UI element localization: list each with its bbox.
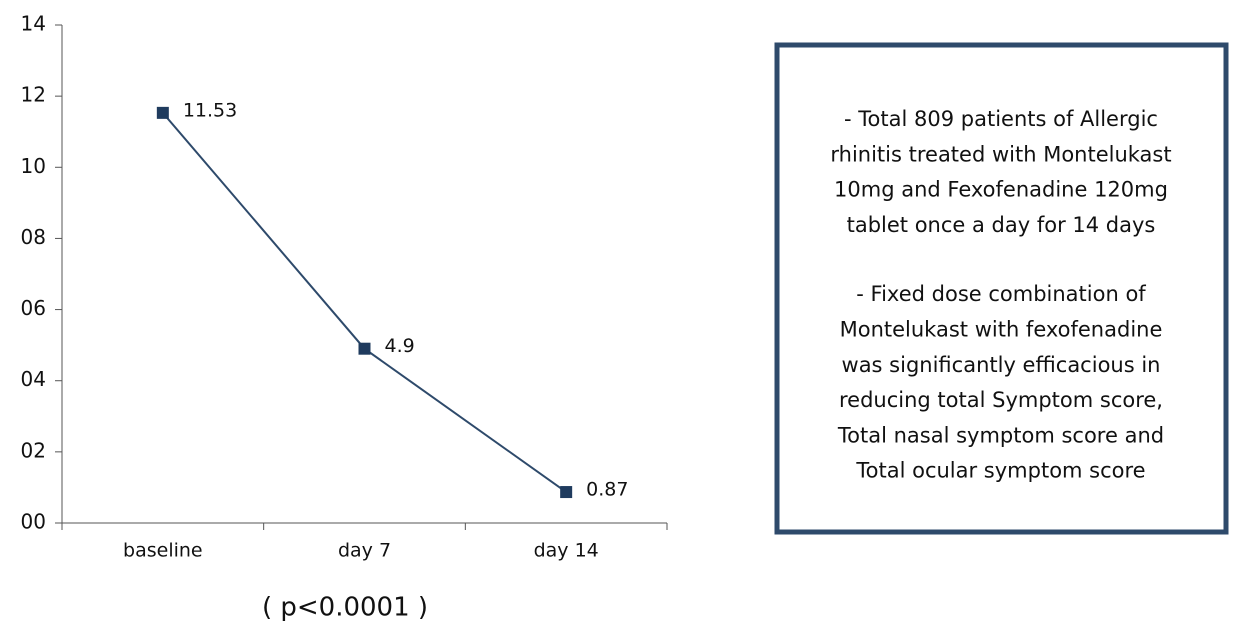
text-box xyxy=(774,42,1229,535)
x-tick-label: baseline xyxy=(123,540,203,562)
y-tick-label: 14 xyxy=(21,12,46,36)
x-tick-label: day 7 xyxy=(338,540,391,562)
text-line: tablet once a day for 14 days xyxy=(847,213,1156,237)
y-tick-label: 00 xyxy=(21,510,46,534)
data-label: 4.9 xyxy=(385,335,415,357)
y-tick-label: 02 xyxy=(21,438,46,462)
marker xyxy=(560,486,573,499)
x-tick-label: day 14 xyxy=(534,540,599,562)
y-tick-label: 06 xyxy=(21,296,46,320)
data-label: 0.87 xyxy=(586,479,628,501)
y-tick-label: 08 xyxy=(21,225,46,249)
text-box-content: - Total 809 patients of Allergic rhinitis… xyxy=(830,107,1171,483)
annotation: ( p<0.0001 ) xyxy=(262,593,428,623)
marker xyxy=(358,342,371,355)
text-line: - Total 809 patients of Allergic xyxy=(844,107,1158,131)
text-line: - Fixed dose combination of xyxy=(856,282,1146,306)
y-tick-label: 12 xyxy=(21,83,46,107)
text-line: Montelukast with fexofenadine xyxy=(840,318,1163,342)
data-label: 11.53 xyxy=(183,99,237,121)
text-line: Total nasal symptom score and xyxy=(837,423,1164,447)
text-line: 10mg and Fexofenadine 120mg xyxy=(834,178,1168,202)
marker xyxy=(156,106,169,119)
text-line: Total ocular symptom score xyxy=(855,459,1145,483)
y-tick-label: 10 xyxy=(21,154,46,178)
text-line: rhinitis treated with Montelukast xyxy=(830,142,1171,166)
text-line: was significantly efficacious in xyxy=(842,353,1161,377)
line xyxy=(162,112,567,493)
y-tick-label: 04 xyxy=(21,367,46,391)
text-line: reducing total Symptom score, xyxy=(839,388,1163,412)
